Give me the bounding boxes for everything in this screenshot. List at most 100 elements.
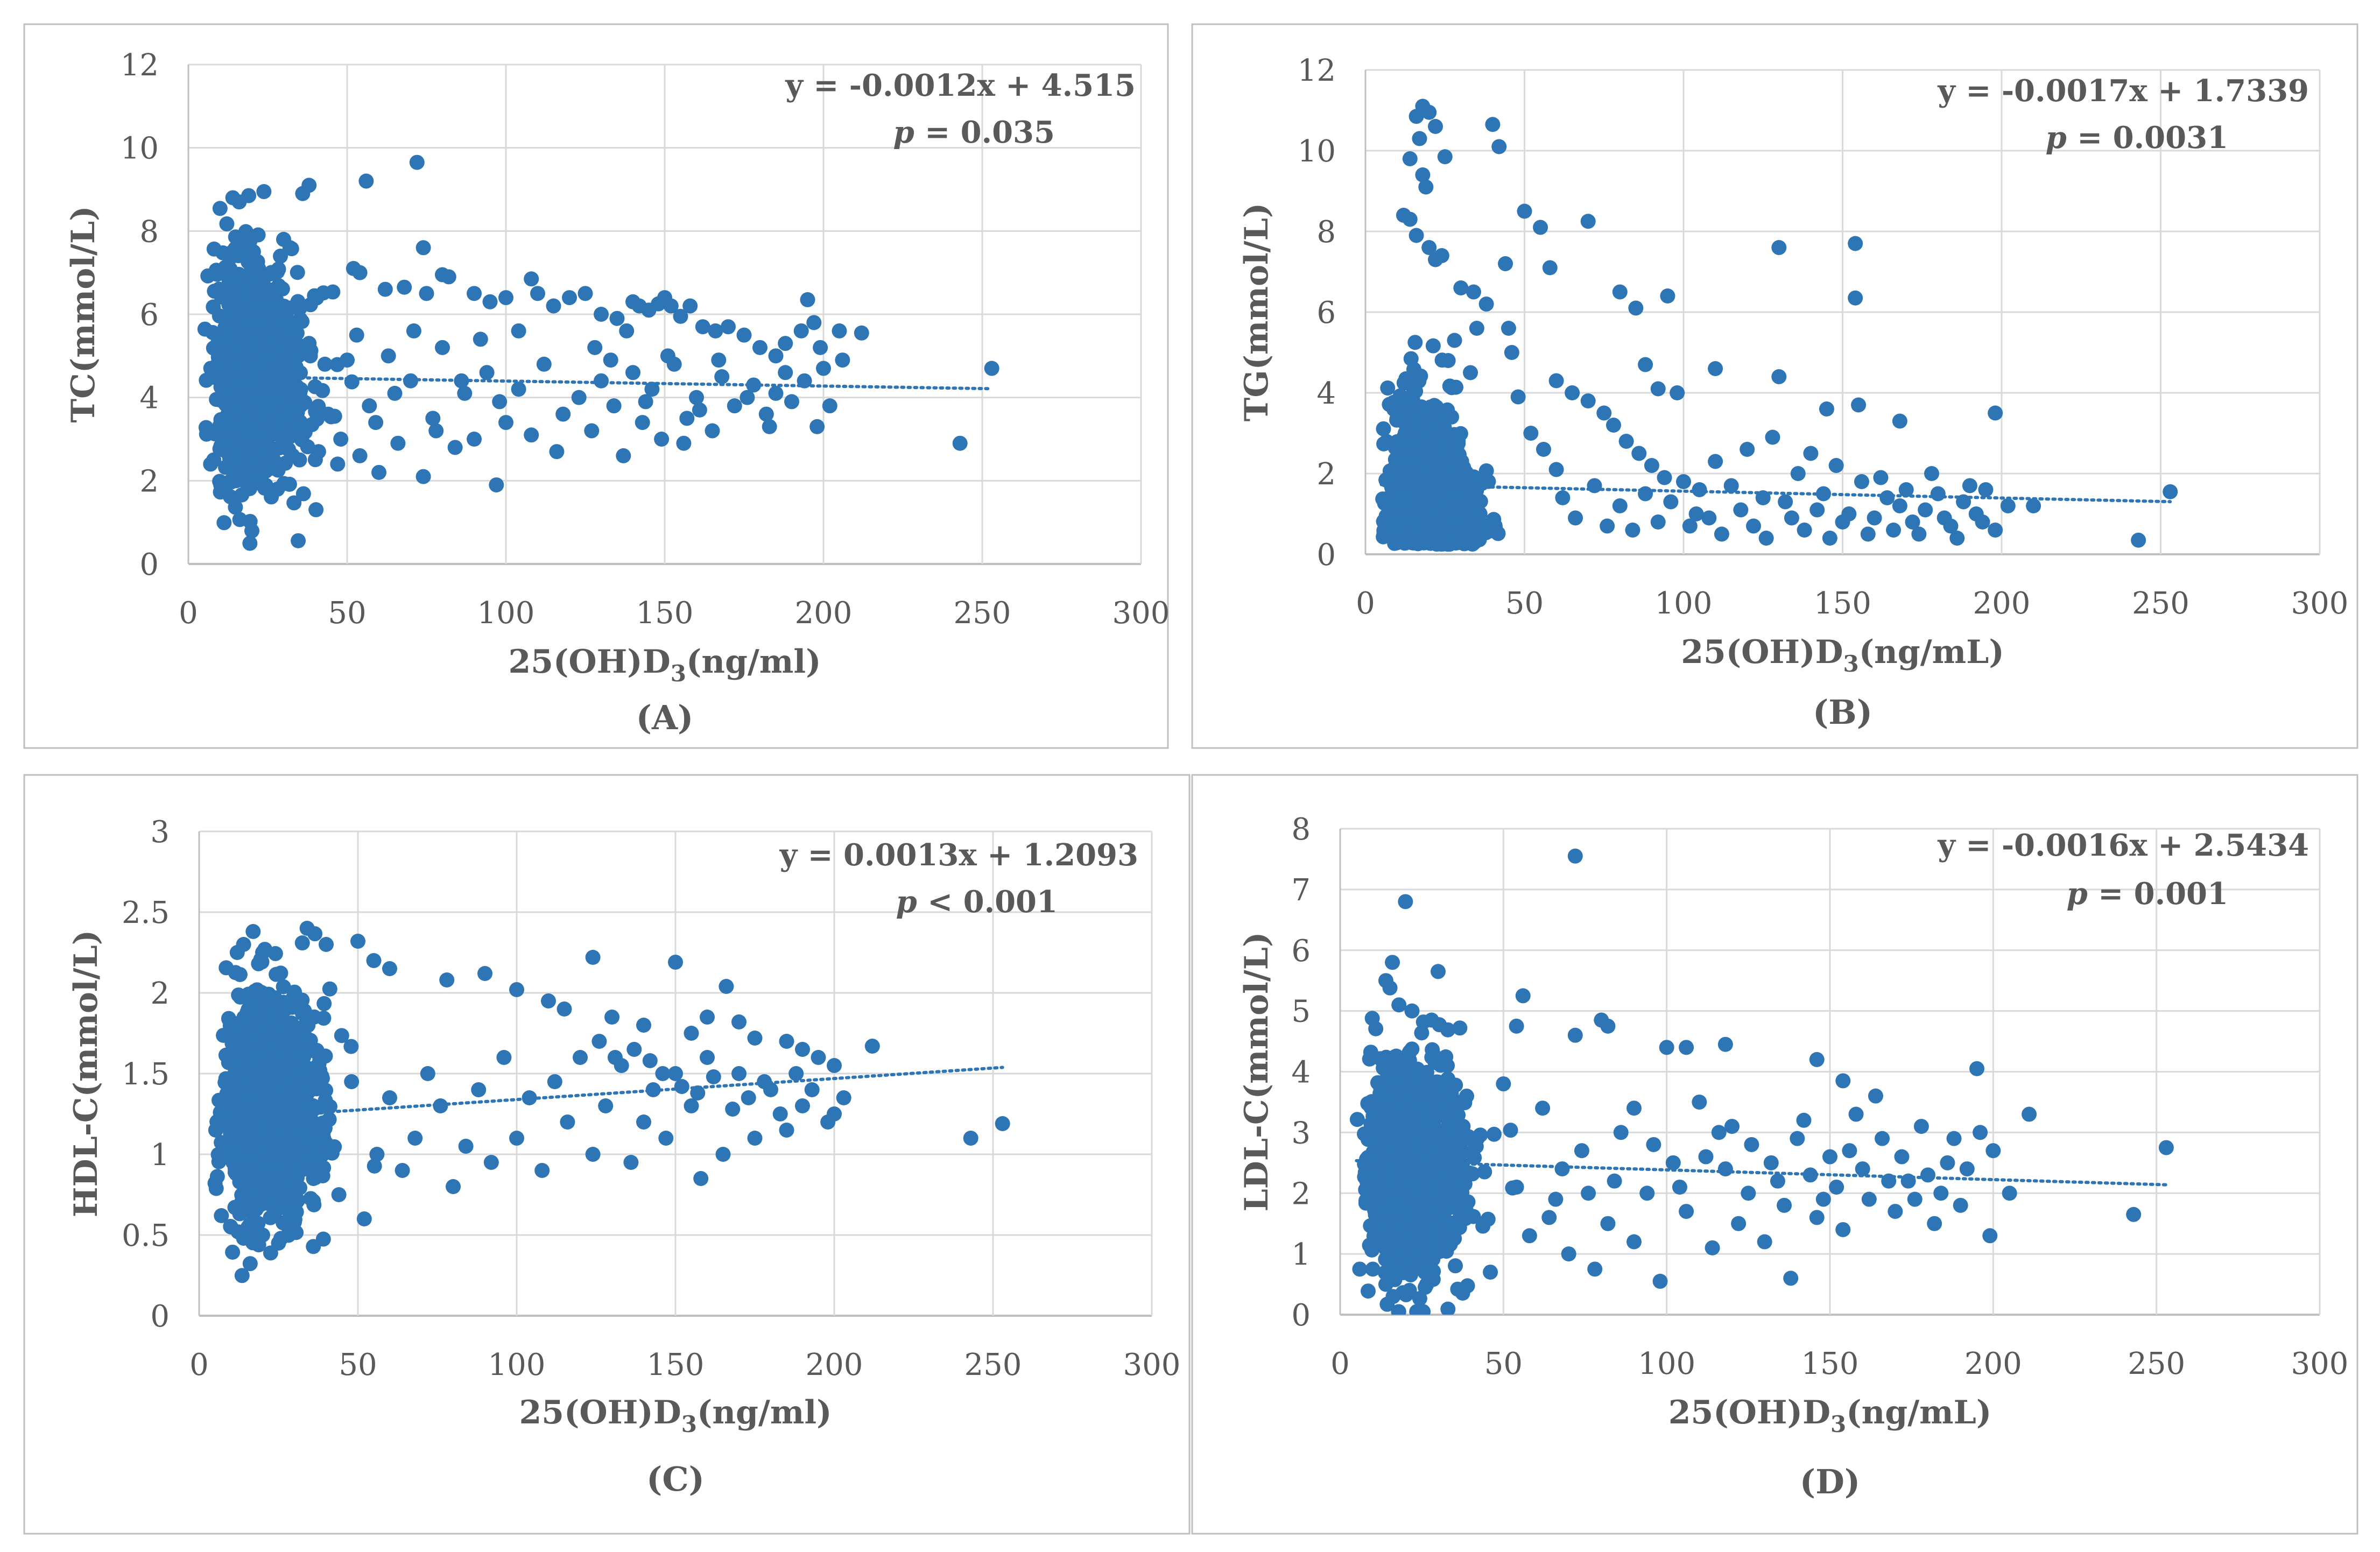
- data-point: [1907, 1191, 1923, 1207]
- data-point: [511, 382, 526, 397]
- y-tick-label: 4: [139, 381, 159, 416]
- data-point: [1388, 1092, 1404, 1107]
- p-value-text: = 0.0031: [2067, 120, 2228, 156]
- data-point: [212, 201, 228, 216]
- data-point: [1401, 1211, 1417, 1226]
- data-point: [1829, 1179, 1844, 1195]
- p-symbol: p: [2046, 120, 2067, 156]
- data-point: [1797, 523, 1812, 538]
- data-point: [1414, 1025, 1430, 1041]
- data-point: [498, 415, 513, 431]
- data-point: [382, 1090, 397, 1105]
- data-point: [306, 1171, 321, 1186]
- data-point: [1822, 531, 1837, 546]
- data-point: [1472, 506, 1488, 521]
- data-point: [1413, 436, 1428, 452]
- data-point: [1428, 119, 1444, 134]
- data-point: [804, 1082, 820, 1097]
- data-point: [779, 1034, 794, 1049]
- p-value-text: < 0.001: [917, 884, 1058, 920]
- data-point: [778, 365, 793, 380]
- data-point: [471, 1082, 487, 1097]
- data-point: [235, 289, 251, 305]
- data-point: [307, 1152, 323, 1168]
- data-point: [658, 1131, 674, 1146]
- data-point: [1631, 446, 1647, 461]
- data-point: [222, 308, 237, 323]
- data-point: [522, 1090, 537, 1105]
- data-point: [225, 1057, 241, 1073]
- data-point: [1376, 421, 1391, 436]
- data-point: [211, 1154, 227, 1169]
- data-point: [1402, 1112, 1417, 1127]
- x-tick-label: 100: [1638, 1346, 1695, 1381]
- y-tick-label: 8: [1291, 812, 1311, 847]
- x-tick-label: 200: [1973, 586, 2031, 621]
- data-point: [223, 1151, 239, 1166]
- x-tick-label: 100: [488, 1348, 546, 1382]
- data-point: [1483, 1264, 1498, 1280]
- regression-equation: y = -0.0017x + 1.7339: [1937, 73, 2309, 109]
- data-point: [261, 987, 277, 1003]
- data-point: [511, 323, 526, 338]
- data-point: [244, 523, 259, 539]
- data-point: [1679, 1204, 1694, 1219]
- data-point: [1731, 1216, 1747, 1231]
- data-point: [216, 515, 232, 531]
- data-point: [1835, 1222, 1851, 1237]
- panel-border: [23, 774, 1191, 1535]
- data-point: [1349, 1112, 1365, 1127]
- data-point: [1988, 523, 2003, 538]
- x-tick-label: 200: [806, 1348, 863, 1382]
- data-point: [619, 323, 635, 338]
- data-point: [420, 1066, 435, 1081]
- panel-label: (B): [1813, 693, 1872, 732]
- data-point: [606, 398, 622, 414]
- data-point: [256, 1094, 271, 1109]
- x-axis-label-main: 25(OH)D: [508, 643, 670, 681]
- data-point: [255, 1009, 271, 1025]
- data-point: [541, 993, 556, 1008]
- data-point: [1387, 468, 1403, 484]
- data-point: [1424, 1076, 1440, 1092]
- data-point: [1450, 1281, 1466, 1297]
- data-point: [303, 1191, 319, 1207]
- data-point: [1422, 1216, 1438, 1231]
- data-point: [509, 1131, 524, 1146]
- data-point: [258, 331, 273, 347]
- data-point: [689, 390, 704, 405]
- y-tick-label: 2: [1291, 1176, 1311, 1211]
- data-point: [262, 375, 278, 390]
- data-point: [1783, 1271, 1799, 1286]
- data-point: [258, 427, 274, 443]
- data-point: [1717, 1036, 1733, 1052]
- data-point: [256, 184, 272, 200]
- data-point: [1565, 385, 1580, 400]
- data-point: [1975, 514, 1990, 530]
- data-point: [700, 1050, 715, 1065]
- data-point: [1406, 512, 1422, 527]
- data-point: [352, 265, 368, 280]
- y-tick-label: 2: [139, 464, 159, 499]
- data-point: [1888, 1204, 1903, 1219]
- data-point: [1510, 389, 1526, 405]
- x-tick-label: 50: [1484, 1346, 1523, 1381]
- data-point: [309, 1042, 325, 1058]
- data-point: [626, 1042, 642, 1057]
- data-point: [795, 1098, 810, 1113]
- y-tick-label: 6: [139, 298, 159, 333]
- data-point: [242, 1256, 258, 1272]
- data-point: [1396, 375, 1412, 391]
- y-tick-label: 0: [150, 1299, 170, 1334]
- data-point: [1431, 964, 1446, 979]
- data-point: [343, 1039, 359, 1054]
- data-point: [2000, 498, 2016, 513]
- data-point: [1423, 399, 1438, 415]
- data-point: [1387, 497, 1403, 512]
- data-point: [705, 423, 720, 439]
- data-point: [587, 340, 603, 355]
- data-point: [206, 340, 221, 356]
- data-point: [1758, 531, 1774, 546]
